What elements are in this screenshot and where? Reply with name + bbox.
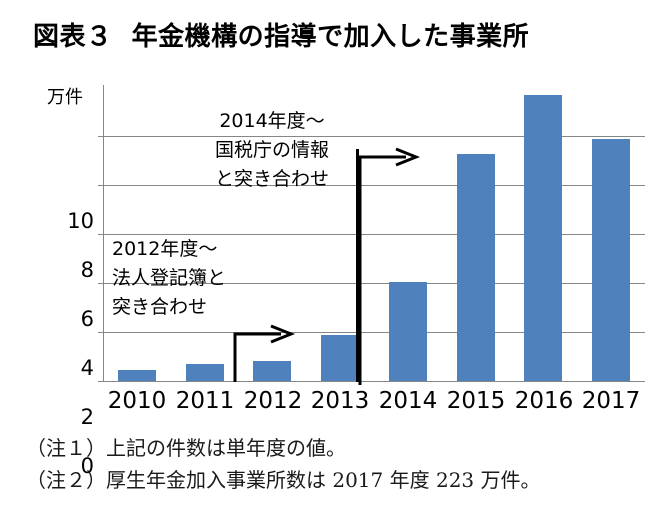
y-tick-mark-4 xyxy=(98,283,103,284)
x-tick-label-2014: 2014 xyxy=(378,388,438,414)
annotation-arrow-2012 xyxy=(233,324,296,382)
x-tick-label-2015: 2015 xyxy=(446,388,506,414)
y-tick-label-0: 0 xyxy=(80,454,94,478)
page-title: 図表３ 年金機構の指導で加入した事業所 xyxy=(33,22,530,52)
y-tick-label-8: 8 xyxy=(80,258,94,282)
gridline-2 xyxy=(103,332,645,333)
x-axis-tick-labels: 2010 2011 2012 2013 2014 2015 2016 2017 xyxy=(103,384,645,422)
footnote-2: （注２）厚生年金加入事業所数は 2017 年度 223 万件。 xyxy=(26,468,541,492)
x-tick-label-2017: 2017 xyxy=(581,388,641,414)
plot-area xyxy=(98,85,645,385)
bar-2014[interactable] xyxy=(389,282,427,381)
gridline-8 xyxy=(103,185,645,186)
bar-2012[interactable] xyxy=(253,361,291,381)
y-axis-unit-label: 万件 xyxy=(47,87,83,108)
gridline-10 xyxy=(103,136,645,137)
x-tick-label-2013: 2013 xyxy=(310,388,370,414)
y-axis-tick-labels: 10 8 6 4 2 0 xyxy=(48,85,94,477)
footnotes: （注１）上記の件数は単年度の値。 （注２）厚生年金加入事業所数は 2017 年度… xyxy=(26,432,646,496)
y-axis-line xyxy=(103,85,104,382)
gridline-4 xyxy=(103,283,645,284)
x-tick-label-2010: 2010 xyxy=(107,388,167,414)
y-tick-mark-10 xyxy=(98,136,103,137)
y-tick-mark-0 xyxy=(98,381,103,382)
x-tick-label-2012: 2012 xyxy=(243,388,303,414)
x-tick-label-2016: 2016 xyxy=(514,388,574,414)
annotation-text-2012: 2012年度〜 法人登記簿と 突き合わせ xyxy=(112,238,227,318)
x-tick-label-2011: 2011 xyxy=(175,388,235,414)
y-tick-label-2: 2 xyxy=(80,405,94,429)
y-tick-mark-8 xyxy=(98,185,103,186)
bar-2017[interactable] xyxy=(592,139,630,381)
y-tick-label-4: 4 xyxy=(80,356,94,380)
annotation-arrow-2014 xyxy=(358,147,421,385)
annotation-text-2014: 2014年度〜 国税庁の情報 と突き合わせ xyxy=(214,110,329,190)
y-tick-label-10: 10 xyxy=(67,209,94,233)
period-separator-line xyxy=(356,149,359,382)
gridline-6 xyxy=(103,234,645,235)
bar-2010[interactable] xyxy=(118,370,156,381)
bar-2011[interactable] xyxy=(186,364,224,381)
y-tick-label-6: 6 xyxy=(80,307,94,331)
x-axis-line xyxy=(103,381,645,382)
y-tick-mark-6 xyxy=(98,234,103,235)
footnote-1: （注１）上記の件数は単年度の値。 xyxy=(26,436,346,460)
bar-2016[interactable] xyxy=(524,95,562,381)
bar-2013[interactable] xyxy=(321,335,359,381)
y-tick-mark-2 xyxy=(98,332,103,333)
bar-chart: 万件 10 8 6 4 2 0 xyxy=(0,85,659,477)
bar-2015[interactable] xyxy=(457,154,495,381)
